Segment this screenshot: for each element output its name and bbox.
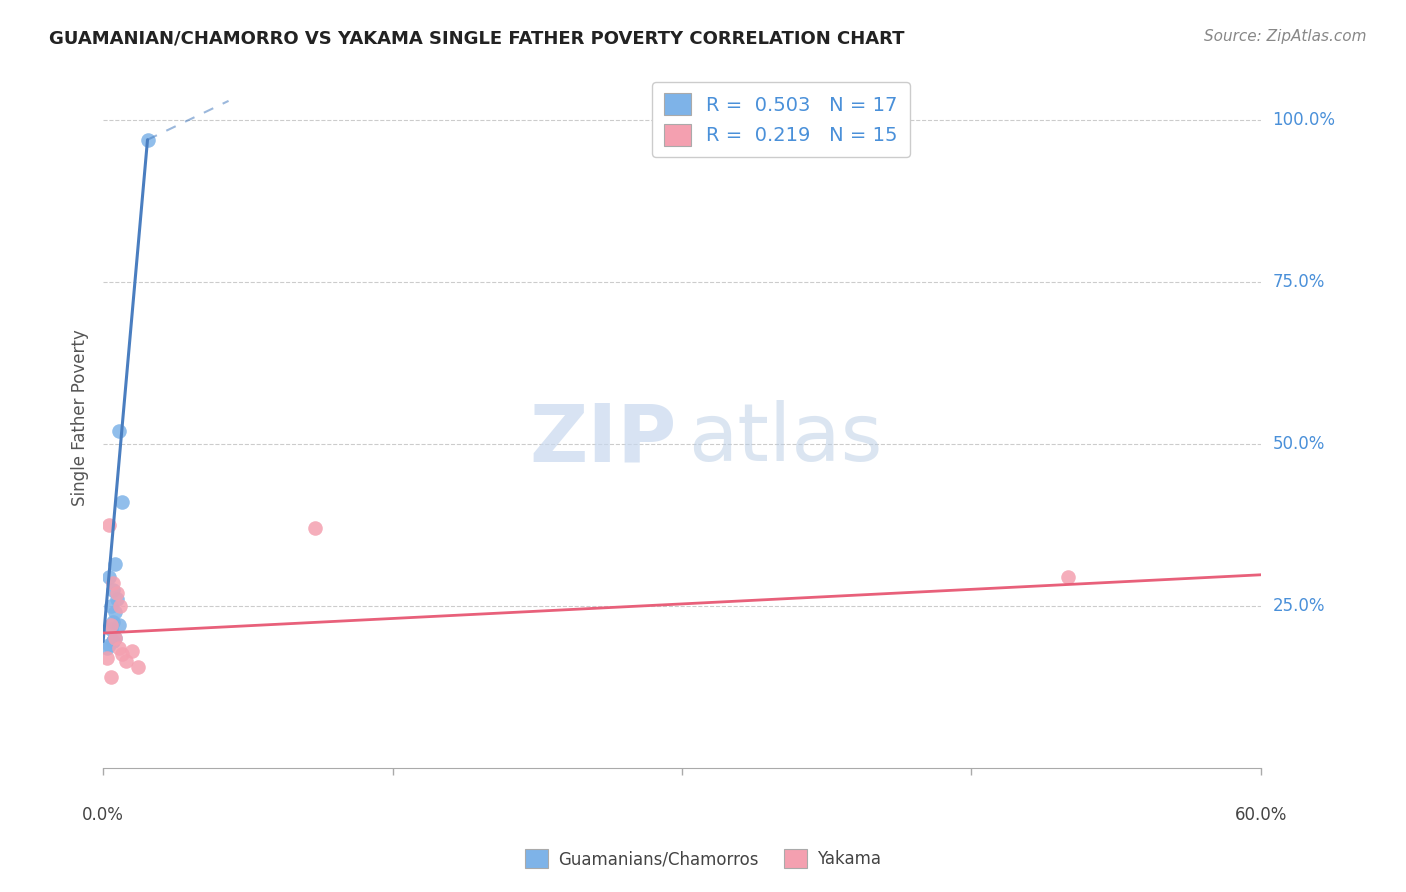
Point bbox=[100, 622, 122, 636]
Point bbox=[1057, 570, 1080, 584]
Text: 75.0%: 75.0% bbox=[1272, 273, 1324, 291]
Point bbox=[96, 640, 118, 655]
Point bbox=[100, 618, 122, 632]
Point bbox=[304, 521, 326, 535]
Text: Source: ZipAtlas.com: Source: ZipAtlas.com bbox=[1204, 29, 1367, 45]
Point bbox=[115, 654, 138, 668]
Point bbox=[104, 631, 127, 645]
Point bbox=[127, 660, 149, 674]
Point bbox=[104, 631, 127, 645]
Point bbox=[97, 638, 120, 652]
Point bbox=[110, 599, 132, 613]
Text: ZIP: ZIP bbox=[529, 401, 676, 478]
Point bbox=[105, 586, 128, 600]
Text: 100.0%: 100.0% bbox=[1272, 112, 1336, 129]
Text: 50.0%: 50.0% bbox=[1272, 435, 1324, 453]
Point bbox=[100, 599, 122, 613]
Point bbox=[121, 644, 143, 658]
Text: 25.0%: 25.0% bbox=[1272, 597, 1324, 615]
Point bbox=[111, 648, 134, 662]
Text: GUAMANIAN/CHAMORRO VS YAKAMA SINGLE FATHER POVERTY CORRELATION CHART: GUAMANIAN/CHAMORRO VS YAKAMA SINGLE FATH… bbox=[49, 29, 904, 47]
Point bbox=[101, 576, 124, 591]
Point bbox=[107, 424, 129, 438]
Point bbox=[104, 557, 127, 571]
Point bbox=[136, 133, 159, 147]
Point bbox=[101, 634, 124, 648]
Point bbox=[101, 582, 124, 597]
Point bbox=[107, 640, 129, 655]
Y-axis label: Single Father Poverty: Single Father Poverty bbox=[72, 330, 89, 507]
Point bbox=[100, 670, 122, 684]
Point bbox=[101, 615, 124, 629]
Point bbox=[96, 650, 118, 665]
Text: 60.0%: 60.0% bbox=[1234, 806, 1286, 824]
Text: 0.0%: 0.0% bbox=[82, 806, 124, 824]
Point bbox=[104, 605, 127, 619]
Legend: Guamanians/Chamorros, Yakama: Guamanians/Chamorros, Yakama bbox=[519, 843, 887, 875]
Legend: R =  0.503   N = 17, R =  0.219   N = 15: R = 0.503 N = 17, R = 0.219 N = 15 bbox=[652, 82, 910, 157]
Text: atlas: atlas bbox=[688, 401, 882, 478]
Point bbox=[97, 517, 120, 532]
Point bbox=[107, 618, 129, 632]
Point bbox=[105, 592, 128, 607]
Point bbox=[101, 634, 124, 648]
Point bbox=[111, 495, 134, 509]
Point bbox=[97, 570, 120, 584]
